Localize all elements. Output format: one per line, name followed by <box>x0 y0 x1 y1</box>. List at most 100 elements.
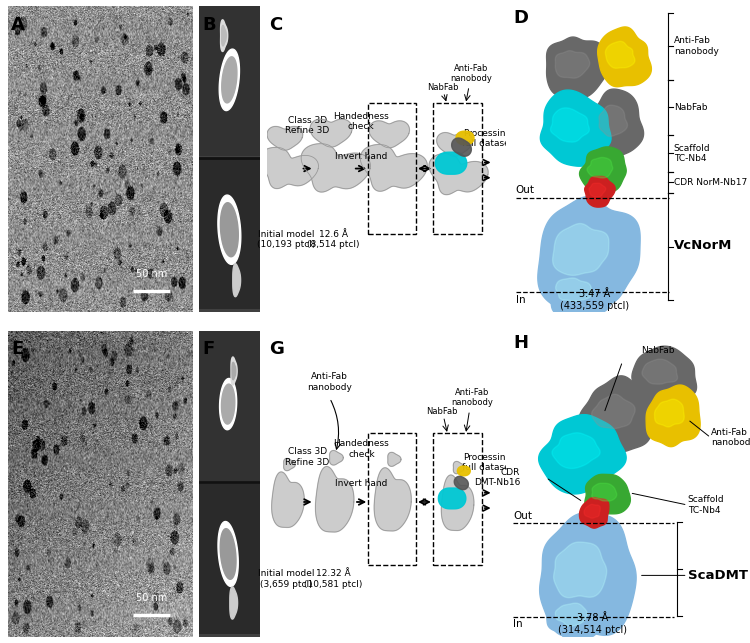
Bar <box>199 159 260 309</box>
Polygon shape <box>553 224 609 275</box>
Polygon shape <box>556 278 592 301</box>
Polygon shape <box>552 433 600 469</box>
Text: G: G <box>269 340 284 358</box>
Text: Handedness
check: Handedness check <box>333 112 389 131</box>
Polygon shape <box>435 152 466 174</box>
Polygon shape <box>547 37 609 98</box>
Polygon shape <box>538 197 640 312</box>
Polygon shape <box>589 183 606 197</box>
Polygon shape <box>646 385 700 447</box>
Polygon shape <box>441 475 474 530</box>
Polygon shape <box>554 542 607 597</box>
Text: Scaffold
TC-Nb4: Scaffold TC-Nb4 <box>674 143 710 163</box>
Polygon shape <box>220 529 236 579</box>
Polygon shape <box>454 476 468 490</box>
Polygon shape <box>230 587 238 619</box>
Text: Anti-Fab
nanobody: Anti-Fab nanobody <box>451 388 493 407</box>
Polygon shape <box>555 51 590 78</box>
Text: NabFab: NabFab <box>427 407 458 416</box>
Polygon shape <box>438 488 466 509</box>
Polygon shape <box>220 379 237 430</box>
Polygon shape <box>580 498 609 528</box>
Text: NabFab: NabFab <box>674 103 707 112</box>
Polygon shape <box>222 57 237 103</box>
Text: CDR NorM-Nb17: CDR NorM-Nb17 <box>674 178 747 187</box>
Polygon shape <box>316 467 354 532</box>
Polygon shape <box>374 468 411 531</box>
Polygon shape <box>436 132 472 156</box>
Polygon shape <box>592 484 616 501</box>
Bar <box>199 331 260 480</box>
Polygon shape <box>587 158 613 178</box>
Text: Anti-Fab
nanobody: Anti-Fab nanobody <box>711 428 750 448</box>
Text: Initial model
(10,193 ptcl): Initial model (10,193 ptcl) <box>257 230 316 249</box>
Polygon shape <box>599 105 628 136</box>
Text: Scaffold
TC-Nb4: Scaffold TC-Nb4 <box>688 495 724 515</box>
Polygon shape <box>632 346 697 402</box>
Text: F: F <box>202 340 214 358</box>
Text: Processing
full dataset: Processing full dataset <box>462 129 513 148</box>
Polygon shape <box>272 472 304 527</box>
Text: 50 nm: 50 nm <box>136 269 167 278</box>
Text: Anti-Fab
nanobody: Anti-Fab nanobody <box>674 37 718 56</box>
Text: ScaDMT: ScaDMT <box>688 569 748 582</box>
Polygon shape <box>456 131 474 145</box>
Polygon shape <box>219 49 239 111</box>
Polygon shape <box>267 127 303 150</box>
Polygon shape <box>260 147 319 188</box>
Text: 3.78 Å
(314,514 ptcl): 3.78 Å (314,514 ptcl) <box>558 613 627 635</box>
Polygon shape <box>330 451 344 465</box>
Polygon shape <box>550 108 590 142</box>
Polygon shape <box>655 399 684 427</box>
Text: E: E <box>11 340 23 358</box>
Text: Handedness
check: Handedness check <box>334 439 389 458</box>
Text: 3.47 Å
(433,559 ptcl): 3.47 Å (433,559 ptcl) <box>560 289 629 311</box>
Polygon shape <box>231 357 237 385</box>
Polygon shape <box>302 143 370 192</box>
Text: A: A <box>11 15 25 33</box>
Polygon shape <box>598 27 651 87</box>
Polygon shape <box>388 453 401 466</box>
Polygon shape <box>592 394 635 428</box>
Polygon shape <box>220 20 228 51</box>
Polygon shape <box>642 359 677 384</box>
Text: Anti-Fab
nanobody: Anti-Fab nanobody <box>308 372 352 392</box>
Polygon shape <box>605 41 635 68</box>
Polygon shape <box>546 266 612 317</box>
Polygon shape <box>218 521 238 586</box>
Text: 12.6 Å
(8,514 ptcl): 12.6 Å (8,514 ptcl) <box>307 230 359 249</box>
Polygon shape <box>584 504 600 518</box>
Text: D: D <box>513 10 528 28</box>
Polygon shape <box>284 458 296 471</box>
Text: Invert hand: Invert hand <box>334 152 387 161</box>
Polygon shape <box>220 203 238 257</box>
Polygon shape <box>232 362 236 379</box>
Polygon shape <box>221 384 235 424</box>
Text: 50 nm: 50 nm <box>136 593 167 603</box>
Text: C: C <box>269 15 283 33</box>
Polygon shape <box>232 264 241 296</box>
Text: NabFab: NabFab <box>427 83 459 92</box>
Text: B: B <box>202 15 216 33</box>
Polygon shape <box>458 466 470 476</box>
Text: H: H <box>513 334 528 352</box>
Polygon shape <box>580 147 626 192</box>
Text: NabFab: NabFab <box>641 346 675 355</box>
Polygon shape <box>579 376 658 452</box>
Polygon shape <box>585 176 615 207</box>
Text: CDR
DMT-Nb16: CDR DMT-Nb16 <box>474 468 520 487</box>
Text: Class 3D
Refine 3D: Class 3D Refine 3D <box>286 116 330 135</box>
Polygon shape <box>547 592 604 643</box>
Text: VcNorM: VcNorM <box>674 239 732 251</box>
Polygon shape <box>540 512 636 636</box>
Polygon shape <box>360 145 428 191</box>
Polygon shape <box>310 119 352 147</box>
Text: In: In <box>513 619 523 629</box>
Polygon shape <box>453 462 465 474</box>
Text: Out: Out <box>516 185 535 195</box>
Polygon shape <box>538 415 626 494</box>
Text: Invert hand: Invert hand <box>335 479 388 488</box>
Bar <box>199 484 260 633</box>
Polygon shape <box>592 89 644 158</box>
Polygon shape <box>555 603 587 626</box>
